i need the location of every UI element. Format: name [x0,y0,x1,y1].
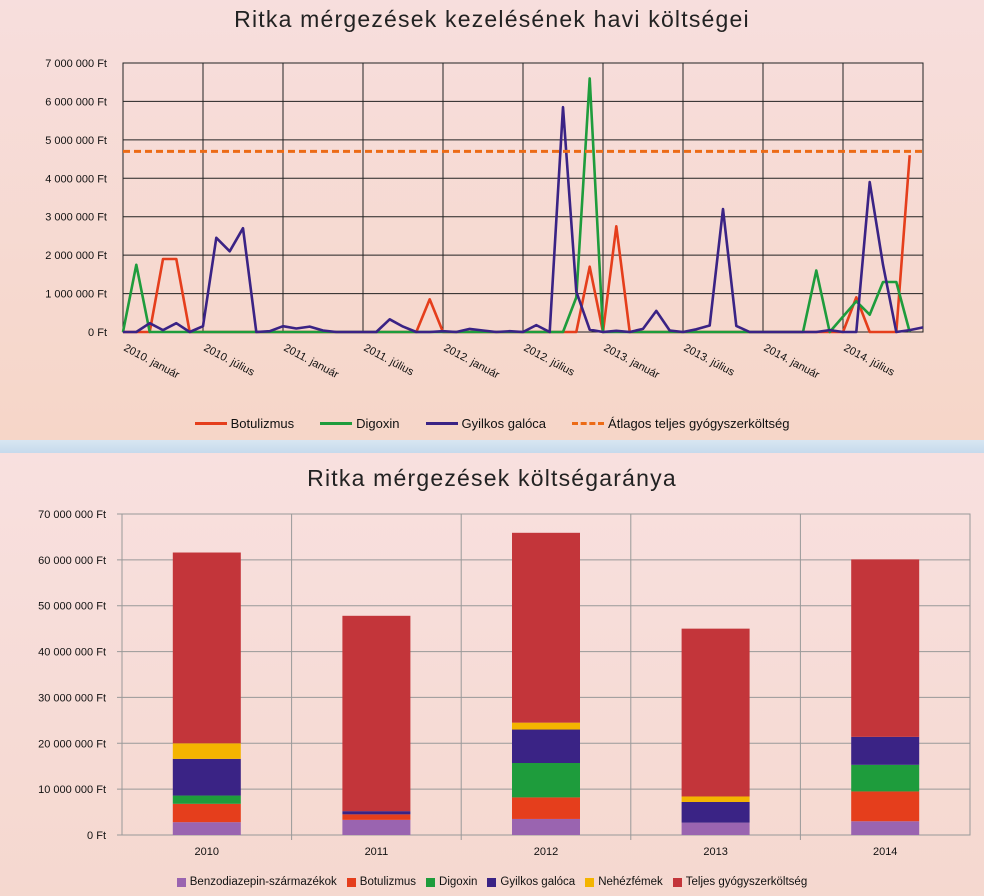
x-tick-label: 2011. január [282,342,341,381]
bar-segment-1 [342,814,411,820]
bar-chart-legend: Benzodiazepin-származékok Botulizmus Dig… [0,876,984,888]
bar-segment-5 [342,615,411,812]
y-tick-label: 4 000 000 Ft [45,173,107,185]
x-tick-label: 2010. január [122,342,182,381]
y-tick-label: 30 000 000 Ft [38,692,106,704]
bar-segment-2 [512,763,580,798]
y-tick-label: 5 000 000 Ft [45,135,107,147]
line-chart-plot: 0 Ft 1 000 000 Ft 2 000 000 Ft 3 000 000 Ft… [45,58,924,382]
bar-segment-3 [512,729,580,764]
bar-segment-2 [851,764,920,792]
legend-swatch [487,877,497,887]
x-tick-label: 2013. július [682,342,737,379]
bar-chart-title: Ritka mérgezések költségaránya [307,465,677,491]
series-line-0 [123,155,911,334]
bar-segment-5 [851,559,920,737]
bar-segment-3 [681,801,750,823]
legend-item-digoxin: Digoxin [320,416,400,431]
x-tick-label: 2014 [873,846,897,858]
line-chart-legend: Botulizmus Digoxin Gyilkos galóca Átlago… [0,416,984,431]
bar-segment-2 [172,795,241,804]
x-tick-label: 2013 [703,846,727,858]
legend-swatch [346,877,356,887]
legend-item-teljes: Teljes gyógyszerköltség [672,876,808,888]
x-tick-label: 2012. július [522,342,577,379]
legend-label: Benzodiazepin-származékok [189,876,337,888]
legend-swatch [194,422,227,425]
legend-swatch [572,422,605,425]
legend-swatch [320,422,353,425]
x-tick-label: 2013. január [602,342,662,381]
y-tick-label: 50 000 000 Ft [38,601,106,613]
bar-segment-4 [512,722,580,730]
line-chart-panel: Ritka mérgezések kezelésének havi költsé… [0,0,984,440]
bar-segment-4 [681,796,750,802]
legend-swatch [176,877,186,887]
y-tick-label: 40 000 000 Ft [38,647,106,659]
legend-item-botulizmus: Botulizmus [346,876,417,888]
legend-item-atlagos: Átlagos teljes gyógyszerköltség [572,416,789,431]
bar-segment-5 [681,628,750,797]
legend-item-nehezfemek: Nehézfémek [585,876,663,888]
legend-label: Digoxin [356,416,400,431]
legend-swatch [585,877,595,887]
y-tick-label: 7 000 000 Ft [45,58,107,70]
y-tick-label: 0 Ft [88,327,107,339]
legend-label: Digoxin [439,876,478,888]
x-tick-label: 2014. január [762,342,822,381]
bar-segment-5 [172,552,241,744]
legend-label: Teljes gyógyszerköltség [685,876,808,888]
legend-swatch [672,877,682,887]
bar-segment-4 [172,743,241,759]
line-chart-title: Ritka mérgezések kezelésének havi költsé… [234,6,750,32]
bar-segment-3 [851,736,920,765]
x-tick-label: 2010. július [202,342,257,379]
y-tick-label: 60 000 000 Ft [38,555,106,567]
bar-segment-3 [342,811,411,815]
x-tick-label: 2012 [534,846,558,858]
bar-segment-0 [342,819,411,835]
y-tick-label: 1 000 000 Ft [45,289,107,301]
legend-label: Gyilkos galóca [461,416,547,431]
bar-segment-0 [851,821,920,835]
bar-chart-plot: 0 Ft 10 000 000 Ft 20 000 000 Ft 30 000 000… [38,509,971,858]
y-tick-label: 70 000 000 Ft [38,509,106,521]
x-tick-label: 2012. január [442,342,502,381]
legend-item-botulizmus: Botulizmus [194,416,295,431]
legend-label: Nehézfémek [598,876,663,888]
y-tick-label: 6 000 000 Ft [45,96,107,108]
y-tick-label: 2 000 000 Ft [45,250,107,262]
y-tick-label: 3 000 000 Ft [45,212,107,224]
legend-item-gyilkos-galoca: Gyilkos galóca [487,876,575,888]
x-tick-label: 2010 [195,846,219,858]
bar-segment-1 [512,797,580,819]
bar-segment-0 [172,822,241,835]
bar-segment-3 [172,758,241,796]
legend-swatch [426,877,436,887]
series-line-2 [123,105,924,334]
legend-swatch [425,422,458,425]
legend-label: Gyilkos galóca [500,876,576,888]
y-tick-label: 20 000 000 Ft [38,738,106,750]
legend-label: Botulizmus [230,416,295,431]
bar-segment-5 [512,532,580,723]
bar-segment-1 [172,803,241,823]
x-tick-label: 2014. július [842,342,897,379]
x-tick-label: 2011. július [362,342,416,379]
bar-segment-0 [512,818,580,835]
x-tick-label: 2011 [365,846,389,858]
panel-divider [0,440,984,453]
legend-label: Botulizmus [359,876,417,888]
bar-segment-1 [851,791,920,822]
legend-label: Átlagos teljes gyógyszerköltség [608,416,790,431]
legend-item-digoxin: Digoxin [426,876,477,888]
legend-item-gyilkos-galoca: Gyilkos galóca [425,416,547,431]
legend-item-benzodiazepin: Benzodiazepin-származékok [176,876,337,888]
y-tick-label: 10 000 000 Ft [38,784,106,796]
y-tick-label: 0 Ft [87,830,106,842]
bar-segment-0 [681,822,750,835]
bar-chart-panel: Ritka mérgezések költségaránya 0 Ft 10 00… [0,453,984,896]
